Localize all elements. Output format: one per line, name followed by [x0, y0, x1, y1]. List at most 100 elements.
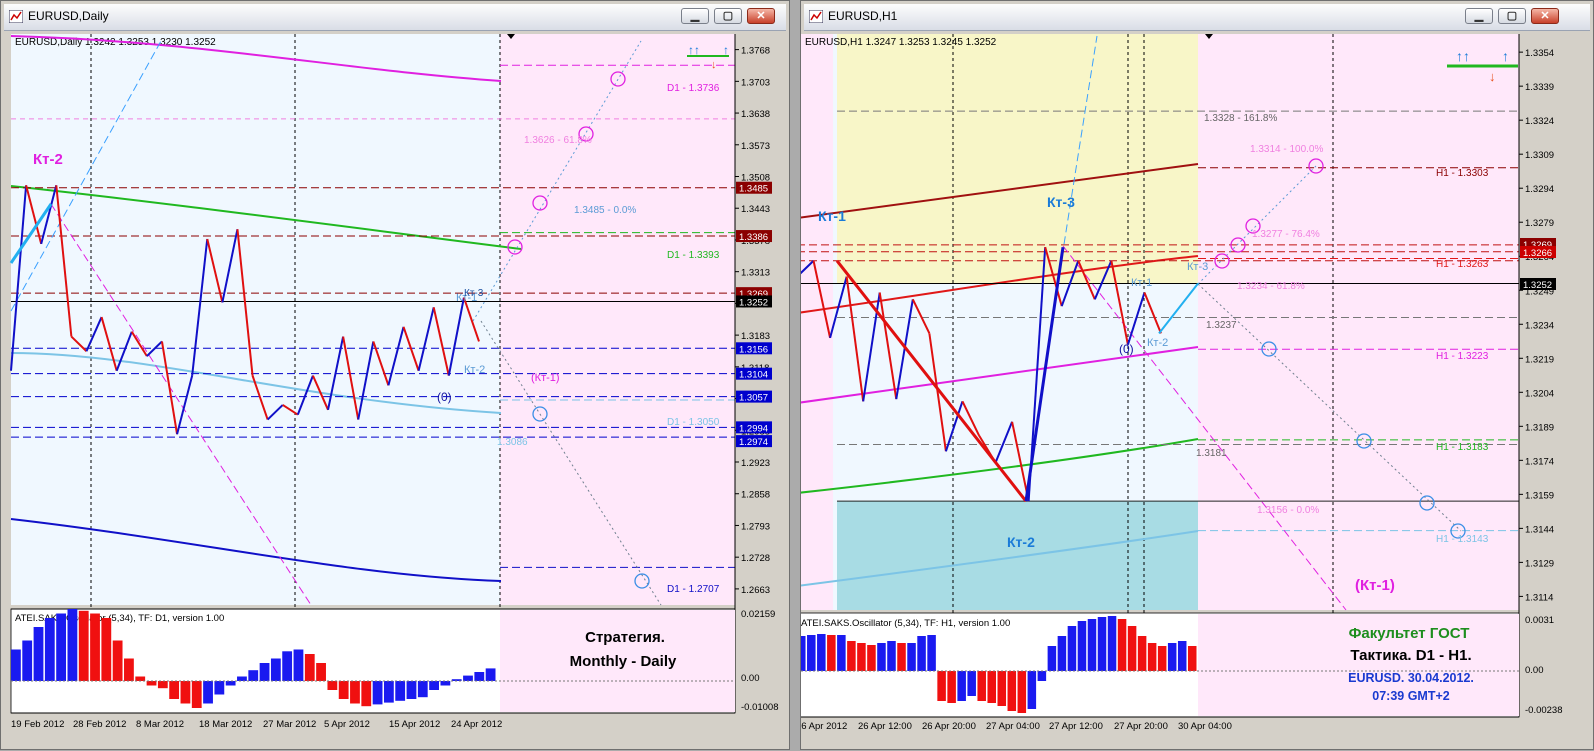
oscillator-bar — [897, 643, 906, 671]
zigzag-segment — [160, 341, 179, 435]
close-button[interactable]: ✕ — [1531, 8, 1559, 24]
oscillator-bar — [237, 676, 247, 681]
zigzag-segment — [251, 375, 269, 420]
oscillator-bar — [1077, 621, 1087, 671]
oscillator-bar — [1057, 636, 1067, 671]
maximize-button[interactable]: ▢ — [714, 8, 742, 24]
zigzag-segment — [206, 238, 224, 303]
oscillator-bar — [33, 627, 44, 681]
zigzag-segment — [402, 326, 420, 372]
oscillator-bar — [1107, 616, 1117, 671]
oscillator-bar — [857, 643, 866, 671]
target-circle — [1356, 433, 1372, 449]
price-box-label: 1.3104 — [739, 370, 768, 381]
oscillator-bar — [1007, 671, 1017, 711]
oscillator-bar — [927, 635, 936, 671]
oscillator-bar — [78, 610, 89, 681]
price-tick-label: 1.3114 — [1525, 592, 1553, 603]
minimize-button[interactable]: ▁ — [681, 8, 709, 24]
level-label: 1.3086 — [497, 437, 528, 448]
ma-red-line — [801, 255, 1199, 314]
price-tick-label: 1.3324 — [1525, 116, 1554, 127]
level-label: H1 - 1.3223 — [1436, 351, 1489, 362]
price-box-label: 1.3252 — [1523, 280, 1552, 291]
zigzag-segment — [191, 238, 209, 376]
ma-lightblue-line — [801, 530, 1199, 587]
price-tick-label: 1.3129 — [1525, 558, 1554, 569]
price-tick-label: 1.3204 — [1525, 388, 1554, 399]
oscillator-bar — [847, 641, 856, 671]
minimize-button[interactable]: ▁ — [1465, 8, 1493, 24]
wave-label: Кт-2 — [464, 364, 485, 376]
oscillator-bar — [1157, 646, 1167, 671]
oscillator-bar — [11, 649, 21, 681]
h1-chart[interactable]: EURUSD,H1 1.3247 1.3253 1.3245 1.3252 1.3… — [801, 1, 1594, 751]
oscillator-bar — [1047, 646, 1057, 671]
price-box — [736, 421, 772, 434]
oscillator-bar — [1087, 619, 1097, 671]
zigzag-segment — [928, 333, 947, 452]
oscillator-bar — [395, 681, 406, 701]
price-tick-label: 1.3354 — [1525, 48, 1554, 59]
maximize-button[interactable]: ▢ — [1498, 8, 1526, 24]
oscillator-bar — [270, 658, 281, 681]
level-label: 1.3485 - 0.0% — [574, 205, 636, 216]
ma-lightblue-line — [10, 352, 502, 414]
target-circle — [1214, 253, 1230, 269]
target-circle — [1308, 158, 1324, 174]
price-tick-label: 1.3144 — [1525, 524, 1554, 535]
oscillator-bar — [259, 663, 270, 681]
price-box — [736, 181, 772, 194]
wave-label: (Кт-1) — [531, 372, 560, 384]
price-tick-label: 1.3703 — [741, 77, 770, 88]
oscillator-bar — [1137, 636, 1147, 671]
oscillator-forecast-zone — [1198, 614, 1519, 716]
price-box — [736, 367, 772, 380]
level-label: H1 - 1.3183 — [1436, 442, 1489, 453]
oscillator-tick-label: 0.02159 — [741, 609, 775, 620]
price-tick-label: 1.3339 — [1525, 82, 1554, 93]
oscillator-bar — [877, 643, 886, 671]
oscillator-bar — [316, 663, 326, 681]
price-tick-label: 1.3159 — [1525, 490, 1554, 501]
oscillator-bar — [987, 671, 996, 703]
target-circle — [634, 573, 650, 589]
up-arrow-icon: ↑ — [1502, 48, 1509, 64]
close-button[interactable]: ✕ — [747, 8, 775, 24]
oscillator-bar — [350, 681, 360, 704]
oscillator-tick-label: -0.00238 — [1525, 705, 1563, 716]
window-title-bar[interactable]: EURUSD,Daily ▁ ▢ ✕ — [4, 4, 786, 31]
window-title-bar[interactable]: EURUSD,H1 ▁ ▢ ✕ — [804, 4, 1590, 31]
wave-label: (0) — [437, 390, 452, 404]
date-tick-label: 26 Apr 20:00 — [922, 721, 976, 732]
h1-chart-window[interactable]: EURUSD,H1 ▁ ▢ ✕ EURUSD,H1 1.3247 1.3253 … — [800, 0, 1594, 750]
daily-chart[interactable]: EURUSD,Daily 1.3242 1.3253 1.3230 1.3252… — [1, 1, 791, 751]
oscillator-bar — [327, 681, 338, 690]
price-tick-label: 1.2858 — [741, 490, 770, 501]
forecast-zone — [500, 34, 735, 605]
up-arrow-icon: ↑↑ — [688, 43, 700, 57]
oscillator-bar — [997, 671, 1007, 706]
date-tick-label: 27 Apr 20:00 — [1114, 721, 1168, 732]
price-tick-label: 1.3294 — [1525, 184, 1554, 195]
zigzag-segment — [282, 404, 299, 416]
zigzag-segment — [1077, 260, 1096, 300]
past-zone — [801, 34, 833, 610]
oscillator-bar — [383, 681, 394, 703]
target-circle — [578, 126, 594, 142]
shift-marker-icon — [507, 34, 515, 39]
price-tick-label: 1.3768 — [741, 46, 770, 57]
zigzag-segment — [447, 297, 465, 376]
target-circle — [532, 195, 548, 211]
wave-kt2-segment — [9, 203, 53, 264]
zigzag-segment — [1126, 292, 1146, 345]
zigzag-segment — [236, 229, 254, 376]
oscillator-forecast-zone — [500, 610, 735, 712]
daily-chart-window[interactable]: EURUSD,Daily ▁ ▢ ✕ EURUSD,Daily 1.3242 1… — [0, 0, 790, 750]
level-label: 1.3237 — [1206, 320, 1237, 331]
oscillator-bar — [451, 679, 462, 681]
oscillator-tick-label: 0.00 — [1525, 665, 1544, 676]
level-label: 1.3181 — [1196, 448, 1227, 459]
ma-magenta-line — [10, 35, 502, 82]
oscillator-bar — [1177, 641, 1187, 671]
